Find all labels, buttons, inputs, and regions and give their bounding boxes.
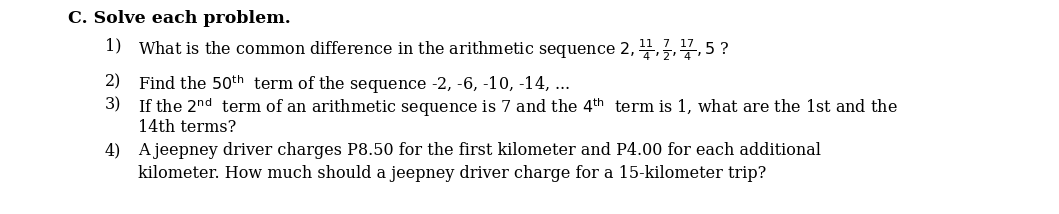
Text: If the $2^{\rm nd}$  term of an arithmetic sequence is 7 and the $4^{\rm th}$  t: If the $2^{\rm nd}$ term of an arithmeti…: [138, 96, 898, 119]
Text: 1): 1): [105, 37, 122, 54]
Text: 14th terms?: 14th terms?: [138, 119, 236, 136]
Text: 2): 2): [105, 73, 122, 90]
Text: A jeepney driver charges P8.50 for the first kilometer and P4.00 for each additi: A jeepney driver charges P8.50 for the f…: [138, 142, 821, 159]
Text: C. Solve each problem.: C. Solve each problem.: [68, 10, 291, 27]
Text: 4): 4): [105, 142, 122, 159]
Text: 3): 3): [105, 96, 122, 113]
Text: What is the common difference in the arithmetic sequence $2, \frac{11}{4}, \frac: What is the common difference in the ari…: [138, 37, 730, 63]
Text: Find the $50^{\rm th}$  term of the sequence -2, -6, -10, -14, ...: Find the $50^{\rm th}$ term of the seque…: [138, 73, 570, 96]
Text: kilometer. How much should a jeepney driver charge for a 15-kilometer trip?: kilometer. How much should a jeepney dri…: [138, 165, 767, 182]
